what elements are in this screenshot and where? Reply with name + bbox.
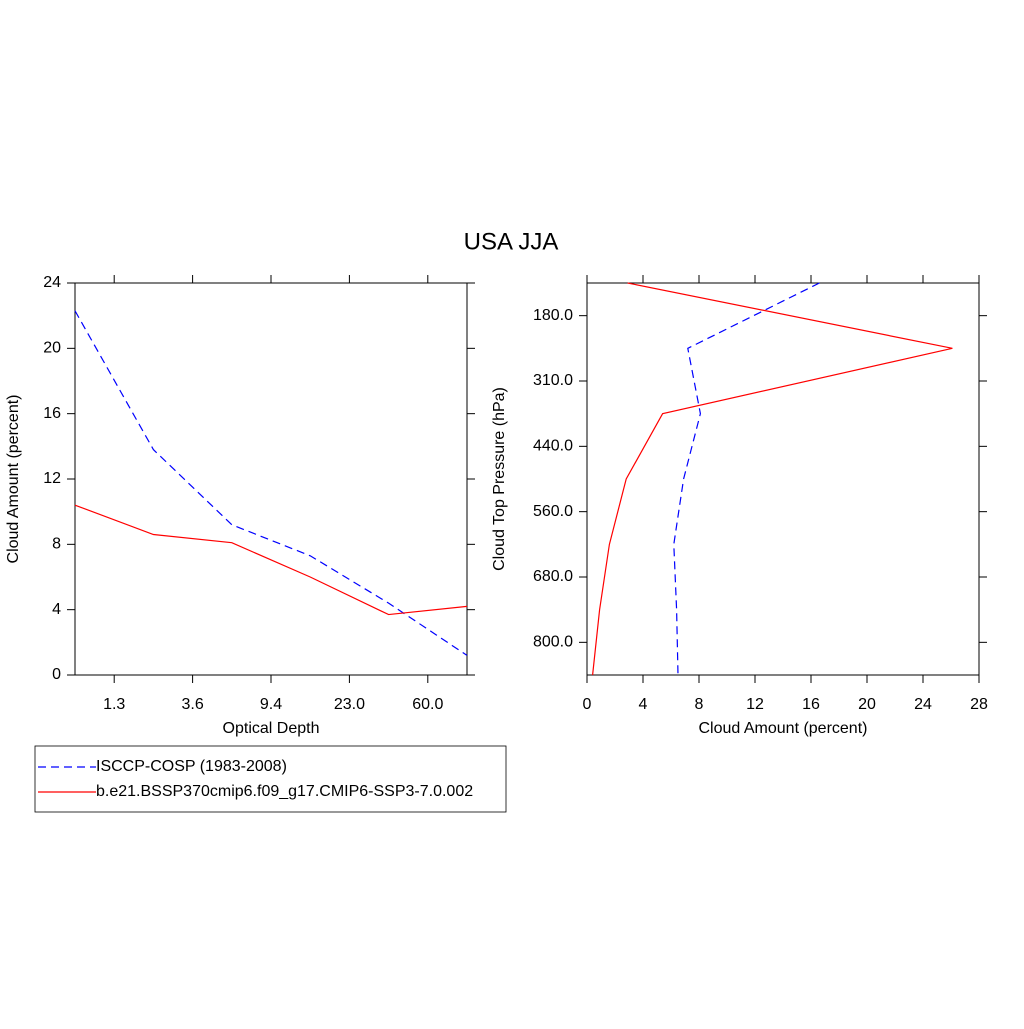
y-tick-label: 20 <box>43 340 61 357</box>
plot-frame <box>586 282 980 676</box>
chart-title: USA JJA <box>464 228 559 255</box>
x-tick-label: 9.4 <box>260 696 282 713</box>
x-tick-label: 23.0 <box>334 696 365 713</box>
x-axis-label: Cloud Amount (percent) <box>699 720 868 737</box>
y-tick-label: 12 <box>43 470 61 487</box>
x-tick-label: 16 <box>802 696 820 713</box>
x-tick-label: 4 <box>639 696 648 713</box>
series-line <box>673 282 820 676</box>
y-tick-label: 24 <box>43 274 61 291</box>
y-tick-label: 440.0 <box>533 438 573 455</box>
y-tick-label: 4 <box>52 601 61 618</box>
y-tick-label: 16 <box>43 405 61 422</box>
x-axis-label: Optical Depth <box>223 720 320 737</box>
x-tick-label: 12 <box>746 696 764 713</box>
x-tick-label: 28 <box>970 696 988 713</box>
y-tick-label: 0 <box>52 666 61 683</box>
x-tick-label: 20 <box>858 696 876 713</box>
y-tick-label: 680.0 <box>533 568 573 585</box>
legend-box <box>34 745 507 813</box>
x-tick-label: 24 <box>914 696 932 713</box>
y-tick-label: 800.0 <box>533 634 573 651</box>
y-tick-label: 8 <box>52 536 61 553</box>
legend-label: ISCCP-COSP (1983-2008) <box>96 758 287 775</box>
y-tick-label: 310.0 <box>533 372 573 389</box>
x-tick-label: 1.3 <box>103 696 125 713</box>
y-axis-label: Cloud Amount (percent) <box>5 395 22 564</box>
plot-frame <box>74 282 468 676</box>
y-axis-label: Cloud Top Pressure (hPa) <box>491 387 508 571</box>
series-line <box>74 310 468 656</box>
x-tick-label: 3.6 <box>181 696 203 713</box>
y-tick-label: 560.0 <box>533 503 573 520</box>
series-line <box>592 282 953 676</box>
y-tick-label: 180.0 <box>533 307 573 324</box>
legend-label: b.e21.BSSP370cmip6.f09_g17.CMIP6-SSP3-7.… <box>96 783 473 800</box>
x-tick-label: 0 <box>583 696 592 713</box>
x-tick-label: 60.0 <box>412 696 443 713</box>
series-line <box>74 504 468 616</box>
x-tick-label: 8 <box>695 696 704 713</box>
